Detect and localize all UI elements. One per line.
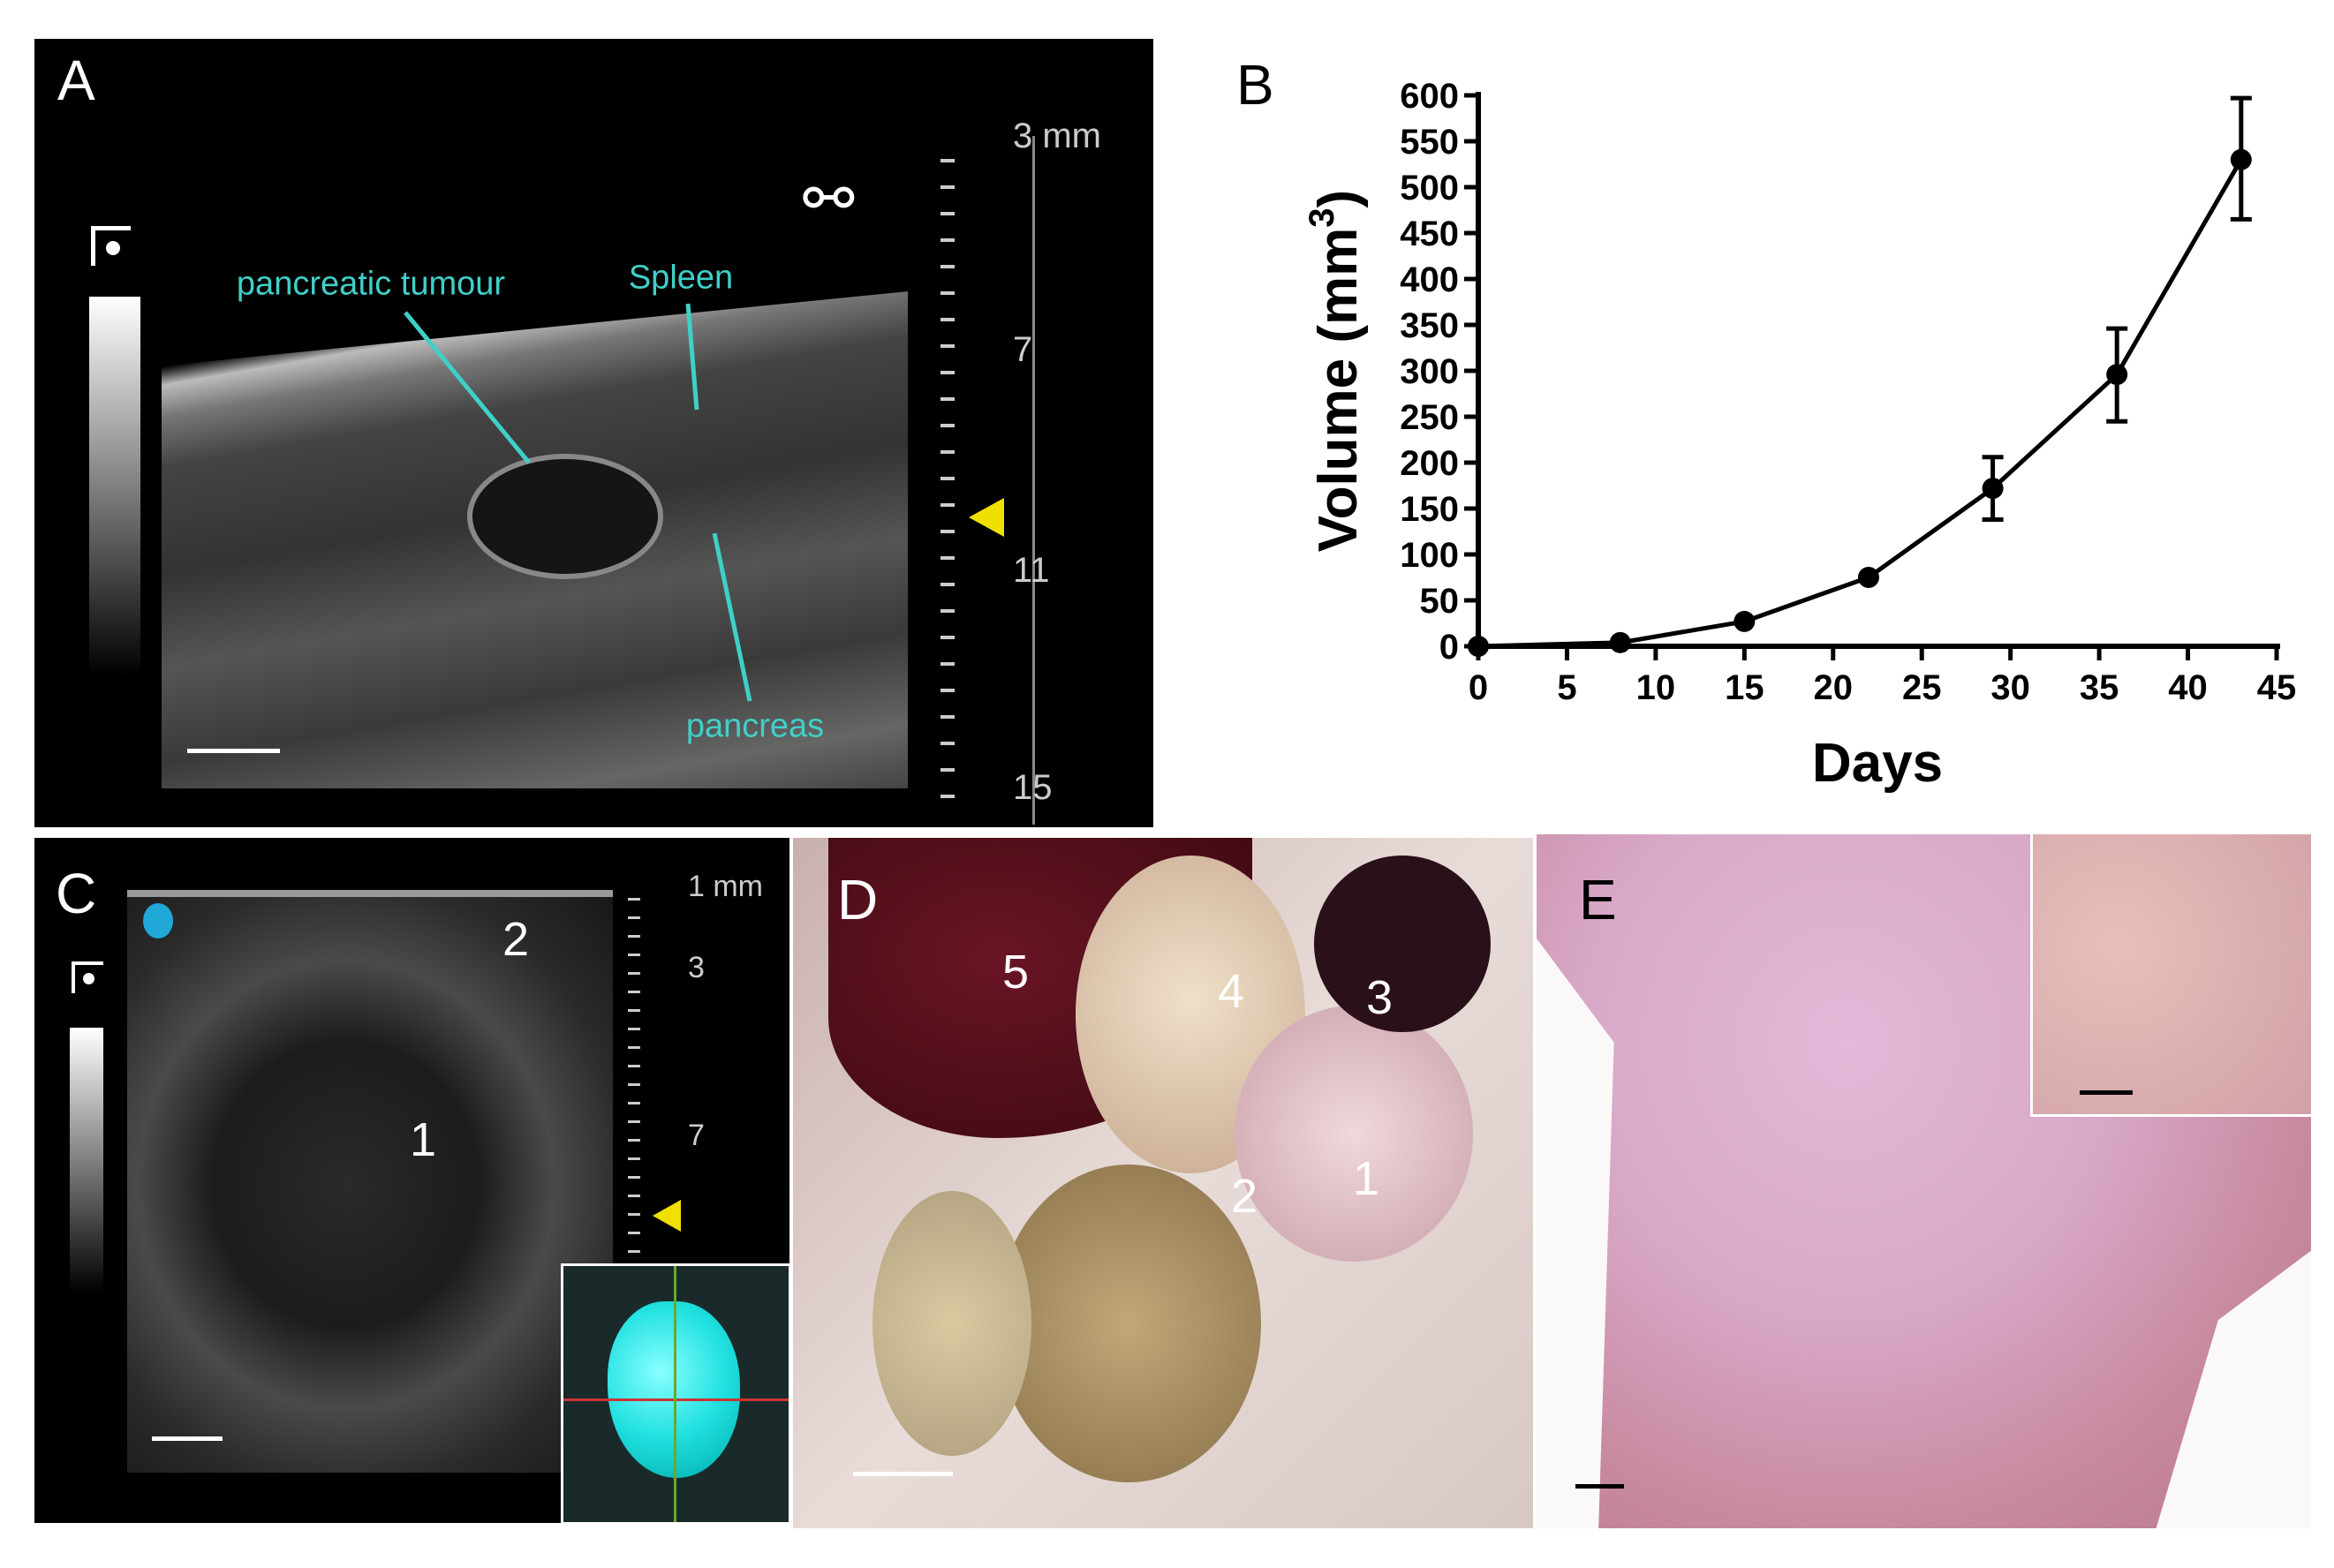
panel-letter: D: [837, 868, 879, 931]
y-tick-label: 400: [1400, 260, 1459, 299]
depth-label: 3: [688, 951, 705, 984]
tumour-region: [1235, 1006, 1473, 1262]
ultrasound-image: [127, 890, 613, 1473]
data-point: [1468, 636, 1489, 657]
panel-d-photo: 5 4 3 2 1 D: [793, 838, 1533, 1528]
x-tick-label: 20: [1814, 668, 1854, 707]
x-tick-label: 30: [1990, 668, 2030, 707]
arrow-spleen: [685, 303, 699, 411]
inset-scale-bar: [2080, 1090, 2133, 1095]
y-tick-label: 600: [1400, 77, 1459, 116]
panel-letter: C: [56, 862, 97, 925]
x-tick-label: 15: [1725, 668, 1764, 707]
x-tick-label: 25: [1902, 668, 1942, 707]
focus-marker-icon: [969, 498, 1004, 537]
x-tick-label: 10: [1636, 668, 1676, 707]
data-point: [2106, 364, 2128, 386]
scale-bar: [853, 1472, 953, 1476]
label-spleen: Spleen: [628, 259, 734, 297]
focus-marker-icon: [653, 1200, 681, 1232]
data-point: [1857, 567, 1879, 588]
depth-ruler: [628, 882, 640, 1253]
depth-ruler: [940, 136, 955, 807]
y-tick-label: 200: [1400, 444, 1459, 483]
panel-b-chart: B 0 5 10 15 20 25 30 35 40 4505010015020025030035…: [1236, 53, 2297, 794]
x-tick-label: 45: [2257, 668, 2297, 707]
3d-render-inset: [561, 1263, 789, 1523]
y-tick-label: 150: [1400, 490, 1459, 529]
panel-letter: B: [1236, 53, 1274, 117]
data-point: [1609, 631, 1631, 653]
data-point: [1982, 478, 2004, 500]
y-tick-label: 500: [1400, 169, 1459, 207]
magnified-inset: [2030, 834, 2311, 1117]
y-tick-label: 350: [1400, 306, 1459, 345]
y-tick-label: 450: [1400, 215, 1459, 253]
panel-a-ultrasound: ⚯ pancreatic tumour Spleen pancreas 3 mm…: [34, 39, 1153, 827]
x-axis-label: Days: [1812, 733, 1943, 794]
label-number: 2: [502, 913, 530, 966]
x-tick-label: 35: [2080, 668, 2119, 707]
label-number: 5: [1001, 946, 1030, 999]
crosshair-vertical: [674, 1266, 676, 1522]
panel-letter: E: [1579, 868, 1617, 931]
scale-bar: [152, 1436, 223, 1441]
orientation-dot-icon: [143, 903, 173, 939]
label-number: 4: [1217, 965, 1245, 1018]
grayscale-bar: [89, 297, 140, 676]
annotation-arrows: [404, 303, 752, 702]
arrow-pancreas: [712, 532, 752, 702]
data-point: [1734, 610, 1756, 632]
panel-e-histology: E: [1537, 834, 2311, 1528]
depth-label: 11: [1013, 551, 1050, 590]
y-tick-label: 550: [1400, 123, 1459, 162]
x-tick-label: 40: [2168, 668, 2208, 707]
y-tick-label: 100: [1400, 536, 1459, 575]
y-tick-label: 0: [1439, 628, 1459, 667]
label-number: 3: [1365, 971, 1394, 1024]
scale-bar: [187, 749, 280, 753]
probe-icon: [72, 961, 103, 993]
y-axis-label: Volume (mm3): [1303, 190, 1369, 552]
depth-label: 1 mm: [688, 870, 763, 903]
x-tick-label: 5: [1557, 668, 1576, 707]
arrow-tumour: [404, 311, 531, 464]
depth-label: 3 mm: [1013, 117, 1101, 155]
y-tick-label: 300: [1400, 352, 1459, 391]
y-tick-label: 50: [1420, 582, 1460, 621]
orientation-icon: ⚯: [803, 164, 855, 233]
intestine-region: [872, 1191, 1031, 1456]
label-pancreatic-tumour: pancreatic tumour: [236, 265, 506, 303]
intestine-region: [996, 1165, 1261, 1482]
scale-bar: [1575, 1484, 1624, 1489]
spleen-region: [1314, 856, 1491, 1032]
depth-label: 15: [1013, 768, 1053, 807]
grayscale-bar: [70, 1028, 103, 1293]
x-tick-label: 0: [1469, 668, 1488, 707]
tumour-region: [467, 454, 663, 579]
label-number: 1: [1352, 1152, 1380, 1205]
panel-c-ultrasound: 1 mm 3 7 2 1 C: [34, 838, 789, 1523]
depth-label: 7: [1013, 330, 1033, 369]
label-number: 1: [409, 1113, 437, 1166]
label-number: 2: [1230, 1170, 1258, 1223]
probe-icon: [91, 226, 131, 266]
depth-label: 7: [688, 1119, 705, 1152]
depth-axis-line: [1032, 136, 1035, 825]
label-pancreas: pancreas: [685, 707, 825, 745]
data-point: [2230, 148, 2252, 170]
y-tick-label: 250: [1400, 398, 1459, 437]
panel-letter: A: [57, 49, 95, 112]
